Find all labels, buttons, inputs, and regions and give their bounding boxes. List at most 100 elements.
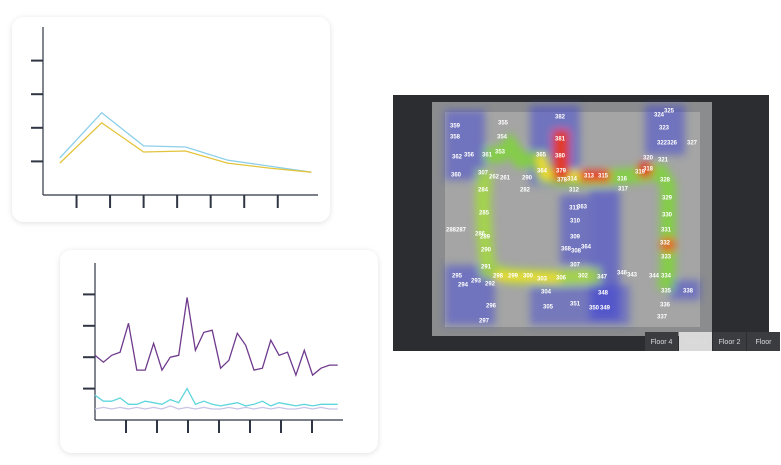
room-label: 312 [569,188,580,194]
room-label: 308 [571,249,582,255]
room-label: 354 [497,135,508,141]
room-label: 353 [495,150,506,156]
room-label: 336 [660,303,671,309]
room-label: 368 [561,247,572,253]
floor-button[interactable]: Floor 2 [713,332,746,351]
room-label: 316 [617,177,628,183]
room-label: 286 [475,232,486,238]
room-label: 356 [464,153,475,159]
room-label: 313 [584,174,595,180]
room-label: 321 [658,158,669,164]
room-label: 343 [627,273,638,279]
floor-button[interactable]: Floor [747,332,780,351]
room-label: 344 [649,274,660,280]
room-label: 331 [661,228,672,234]
room-label: 306 [556,276,567,282]
floor-button-label[interactable]: Floor 4 [651,339,673,346]
room-label: 347 [597,275,608,281]
room-label: 355 [498,121,509,127]
room-label: 297 [479,319,490,325]
room-label: 333 [661,255,672,261]
chart-card [12,17,330,222]
room-label: 295 [452,274,463,280]
room-label: 360 [451,173,462,179]
room-label: 332 [660,241,671,247]
room-label: 322 [657,141,668,147]
room-label: 311 [569,206,579,212]
room-label: 302 [578,274,589,280]
room-label: 320 [643,156,654,162]
floor-plan [432,102,712,336]
room-label: 325 [664,109,675,115]
room-label: 304 [541,290,552,296]
room-label: 303 [537,277,548,283]
room-label: 338 [683,289,694,295]
room-label: 327 [687,141,698,147]
floor-button-label[interactable]: Floor 3 [685,339,707,346]
room-label: 307 [478,171,489,177]
room-label: 317 [618,187,629,193]
room-label: 314 [567,177,578,183]
room-label: 364 [537,169,548,175]
room-label: 346 [617,271,628,277]
room-label: 323 [659,126,670,132]
chart-card [60,250,378,453]
room-label: 287 [456,228,467,234]
room-label: 361 [482,153,493,159]
room-label: 359 [450,124,461,130]
room-label: 362 [452,155,463,161]
room-label: 294 [458,283,469,289]
room-label: 305 [543,305,554,311]
room-label: 350 [589,306,600,312]
room-label: 296 [486,304,497,310]
room-label: 319 [635,170,646,176]
room-label: 315 [598,174,609,180]
floor-button-bg[interactable] [713,332,746,351]
room-label: 292 [485,282,496,288]
room-label: 307 [570,263,581,269]
floor-button-bg[interactable] [679,332,712,351]
room-label: 290 [522,176,533,182]
room-label: 328 [660,178,671,184]
line-chart [83,263,343,433]
line-chart [31,27,318,208]
room-label: 284 [478,188,489,194]
room-label: 330 [662,213,673,219]
room-label: 282 [520,188,531,194]
room-label: 288 [446,228,457,234]
series-line [94,297,338,378]
room-label: 289 [480,235,491,241]
room-label: 349 [600,306,611,312]
room-label: 293 [471,279,482,285]
series-line [94,387,338,407]
room-label: 309 [570,235,581,241]
room-label: 364 [581,245,592,251]
room-label: 380 [555,154,566,160]
floor-button[interactable]: Floor 4 [645,332,678,351]
floor-button-bg[interactable] [747,332,780,351]
room-label: 334 [661,274,672,280]
room-label: 358 [450,135,461,141]
floor-button[interactable]: Floor 3 [679,332,712,351]
room-label: 285 [479,211,490,217]
room-label: 382 [555,115,566,121]
room-label: 300 [523,274,534,280]
room-label: 261 [500,176,511,182]
room-label: 310 [570,219,581,225]
room-label: 326 [667,141,678,147]
room-label: 290 [481,248,492,254]
room-label: 378 [557,178,568,184]
heatmap [445,105,700,325]
room-label: 379 [556,169,567,175]
room-label: 335 [661,289,672,295]
series-line [94,405,338,410]
room-label: 262 [489,175,500,181]
room-label: 329 [662,196,673,202]
room-label: 324 [654,113,665,119]
floor-button-bg[interactable] [645,332,678,351]
room-label: 363 [577,205,588,211]
floor-button-label[interactable]: Floor 2 [719,339,741,346]
room-label: 365 [536,153,547,159]
floor-button-label[interactable]: Floor [756,339,773,346]
